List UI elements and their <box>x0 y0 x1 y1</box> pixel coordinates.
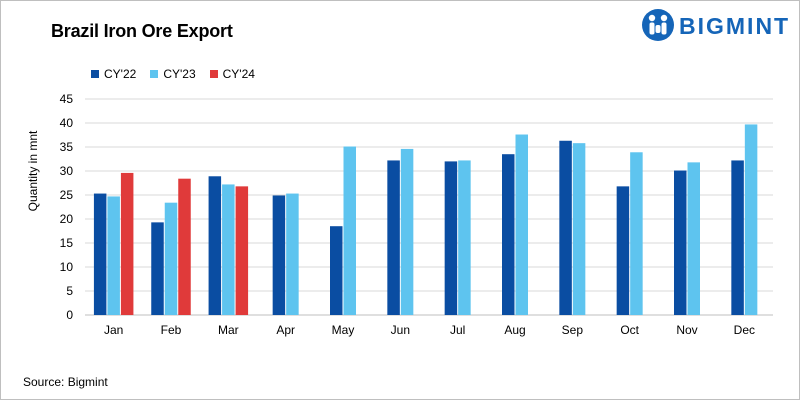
bar <box>151 222 164 315</box>
x-tick-label: May <box>332 323 355 337</box>
legend-item: CY'22 <box>91 67 136 81</box>
bar <box>444 161 458 315</box>
bar <box>674 170 687 315</box>
y-tick-label: 15 <box>60 236 74 250</box>
y-tick-label: 45 <box>60 92 74 106</box>
bar <box>272 195 286 315</box>
legend-label: CY'23 <box>163 67 196 81</box>
legend-item: CY'23 <box>150 67 196 81</box>
bar <box>178 178 191 315</box>
legend-label: CY'22 <box>104 67 137 81</box>
x-tick-label: Apr <box>276 323 295 337</box>
x-tick-label: Dec <box>734 323 755 337</box>
bigmint-logo-text: BIGMINT <box>679 13 791 39</box>
bar <box>400 148 414 315</box>
x-tick-label: Aug <box>504 323 525 337</box>
bar <box>164 202 178 315</box>
x-tick-label: Jun <box>391 323 410 337</box>
legend-swatch <box>91 70 99 78</box>
x-tick-label: Sep <box>562 323 584 337</box>
bar <box>120 172 134 315</box>
x-tick-label: Oct <box>620 323 639 337</box>
bar <box>458 160 471 315</box>
bar <box>559 140 572 315</box>
y-tick-label: 40 <box>60 116 74 130</box>
bar <box>235 186 249 315</box>
bar <box>330 226 343 315</box>
bar <box>343 146 356 315</box>
x-tick-label: Nov <box>676 323 697 337</box>
bar <box>515 134 528 315</box>
bar <box>286 193 299 315</box>
bar <box>731 160 744 315</box>
x-tick-label: Feb <box>161 323 182 337</box>
bar <box>572 143 586 315</box>
bar <box>222 184 235 315</box>
y-tick-label: 30 <box>60 164 74 178</box>
bigmint-logo: BIGMINT <box>641 7 793 43</box>
y-tick-label: 20 <box>60 212 74 226</box>
chart-legend: CY'22 CY'23 CY'24 <box>91 67 255 81</box>
x-tick-label: Jan <box>104 323 123 337</box>
bar <box>387 160 400 315</box>
bar <box>744 124 758 315</box>
legend-swatch <box>209 70 218 78</box>
bigmint-logo-icon <box>642 9 674 41</box>
y-tick-label: 5 <box>66 284 73 298</box>
y-tick-label: 0 <box>66 308 73 322</box>
bar <box>107 196 120 315</box>
x-tick-label: Mar <box>218 323 239 337</box>
bar <box>616 186 630 315</box>
bar <box>630 152 643 315</box>
x-tick-label: Jul <box>450 323 465 337</box>
legend-item: CY'24 <box>209 67 255 81</box>
chart-title: Brazil Iron Ore Export <box>51 21 233 41</box>
legend-label: CY'24 <box>222 67 255 81</box>
y-tick-label: 35 <box>60 140 74 154</box>
source-note: Source: Bigmint <box>23 375 108 389</box>
bar <box>687 162 700 315</box>
y-tick-label: 25 <box>60 188 74 202</box>
bar-chart: 0 5 10 15 20 25 30 35 40 45 Jan Feb Mar Apr May Jun Jul A… <box>60 92 773 337</box>
bar <box>208 176 222 315</box>
y-tick-label: 10 <box>60 260 74 274</box>
bar <box>93 193 107 315</box>
legend-swatch <box>150 70 159 78</box>
bar <box>502 154 515 315</box>
